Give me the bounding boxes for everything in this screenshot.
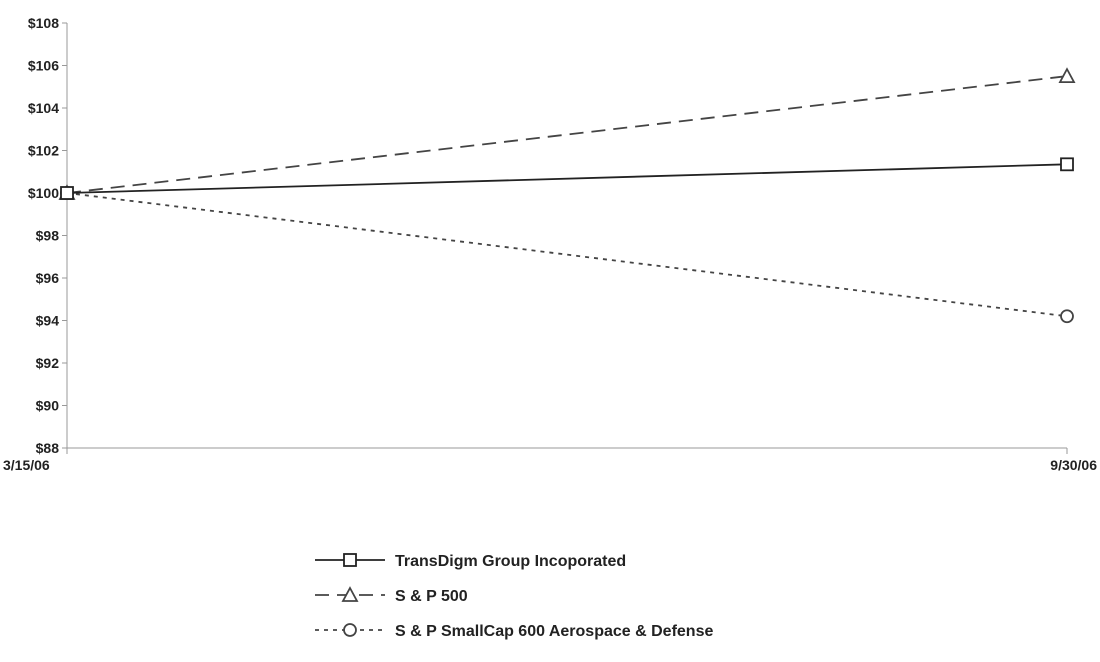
series-line-s-p-500 [66,75,1068,194]
data-point-transdigm-group-incoporated [60,186,74,200]
chart-legend: TransDigm Group Incoporated S & P 500 S & … [315,553,713,640]
y-tick-label: $104 [28,100,59,116]
legend-item-transdigm-group-incoporated: TransDigm Group Incoporated [315,553,626,570]
y-tick-label: $88 [36,440,60,456]
series-line-transdigm-group-incoporated [66,163,1068,194]
y-tick-label: $90 [36,398,60,414]
x-tick-label: 3/15/06 [3,457,50,473]
data-point-s-p-500 [1058,67,1076,84]
y-tick-label: $102 [28,143,59,159]
data-point-transdigm-group-incoporated [1060,157,1074,172]
series-line-s-p-smallcap-600-aerospace-defense [66,192,1068,318]
data-point-s-p-smallcap-600-aerospace-defense [1060,309,1074,324]
chart-axes [66,23,1067,449]
series-lines [66,75,1068,318]
legend-label-s-p-smallcap-600-aerospace-defense: S & P SmallCap 600 Aerospace & Defense [395,623,713,640]
legend-marker-s-p-500 [341,586,359,602]
legend-label-transdigm-group-incoporated: TransDigm Group Incoporated [395,553,626,570]
legend-label-s-p-500: S & P 500 [395,588,468,605]
y-tick-label: $98 [36,228,60,244]
legend-item-s-p-smallcap-600-aerospace-defense: S & P SmallCap 600 Aerospace & Defense [315,623,713,640]
y-axis-ticks: $88 $90 $92 $94 $96 $98 $100 $102 $104 $106 $108 [28,15,67,456]
series-markers [58,67,1076,324]
legend-marker-transdigm-group-incoporated [343,553,357,567]
x-tick-label: 9/30/06 [1050,457,1097,473]
y-tick-label: $100 [28,185,59,201]
legend-item-s-p-500: S & P 500 [315,586,468,605]
legend-marker-s-p-smallcap-600-aerospace-defense [343,623,357,637]
y-tick-label: $94 [36,313,60,329]
x-axis-ticks: 3/15/06 9/30/06 [3,448,1097,473]
y-tick-label: $96 [36,270,60,286]
y-tick-label: $108 [28,15,59,31]
y-tick-label: $92 [36,355,60,371]
y-tick-label: $106 [28,58,59,74]
